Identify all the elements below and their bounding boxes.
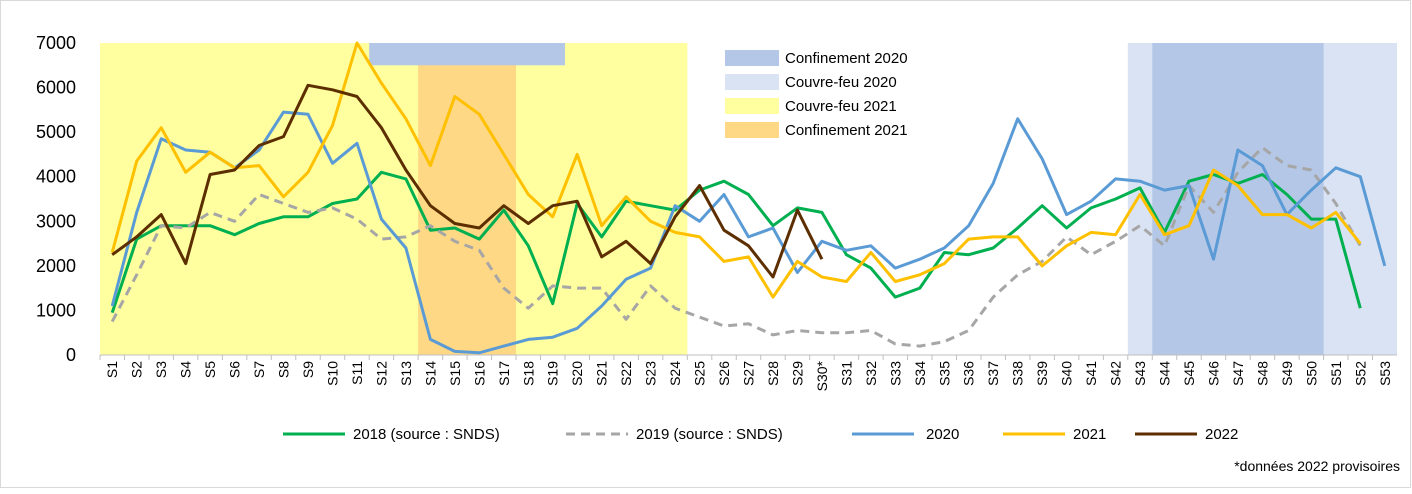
x-tick-label: S21 (594, 361, 610, 386)
x-tick-label: S50 (1303, 361, 1319, 386)
band-legend-label: Confinement 2020 (785, 50, 908, 67)
x-tick-label: S26 (716, 361, 732, 386)
band-legend-label: Couvre-feu 2021 (785, 98, 897, 115)
note: *données 2022 provisoires (1234, 458, 1400, 474)
x-tick-label: S40 (1059, 361, 1075, 386)
x-tick-label: S45 (1181, 361, 1197, 386)
y-tick-label: 7000 (36, 33, 76, 53)
band-legend-swatch (725, 50, 779, 66)
y-tick-label: 1000 (36, 300, 76, 320)
x-tick-label: S20 (569, 361, 585, 386)
x-tick-label: S48 (1254, 361, 1270, 386)
x-tick-label: S43 (1132, 361, 1148, 386)
band-legend-swatch (725, 122, 779, 138)
x-tick-label: S42 (1108, 361, 1124, 386)
x-tick-label: S25 (692, 361, 708, 386)
x-tick-label: S1 (104, 361, 120, 378)
x-tick-label: S31 (838, 361, 854, 386)
x-tick-label: S22 (618, 361, 634, 386)
series-line (110, 41, 1362, 299)
x-tick-label: S37 (985, 361, 1001, 386)
x-tick-label: S15 (447, 361, 463, 386)
x-tick-label: S28 (765, 361, 781, 386)
x-tick-label: S12 (373, 361, 389, 386)
band-legend-swatch (725, 98, 779, 114)
x-tick-label: S5 (202, 361, 218, 378)
series-line (111, 83, 824, 279)
period-band (1152, 43, 1324, 355)
series-line (110, 110, 1387, 355)
legend-label: 2018 (source : SNDS) (353, 426, 500, 443)
legend-label: 2021 (1073, 426, 1106, 443)
x-tick-label: S18 (520, 361, 536, 386)
legend-label: 2020 (926, 426, 959, 443)
x-tick-label: S23 (643, 361, 659, 386)
band-legend-swatch (725, 74, 779, 90)
x-tick-label: S8 (276, 361, 292, 378)
x-tick-label: S9 (300, 361, 316, 378)
x-tick-label: S19 (545, 361, 561, 386)
x-tick-label: S52 (1352, 361, 1368, 386)
x-tick-label: S47 (1230, 361, 1246, 386)
x-tick-label: S2 (129, 361, 145, 378)
x-tick-label: S41 (1083, 361, 1099, 386)
x-tick-label: S34 (912, 361, 928, 386)
y-tick-label: 4000 (36, 167, 76, 187)
legend-label: 2019 (source : SNDS) (636, 426, 783, 443)
period-band (100, 43, 688, 355)
x-tick-label: S44 (1157, 361, 1173, 386)
x-tick-label: S32 (863, 361, 879, 386)
x-tick-label: S14 (422, 361, 438, 386)
x-tick-label: S35 (936, 361, 952, 386)
x-tick-label: S16 (471, 361, 487, 386)
x-tick-label: S29 (789, 361, 805, 386)
x-tick-label: S51 (1328, 361, 1344, 386)
x-tick-label: S33 (887, 361, 903, 386)
x-tick-label: S10 (324, 361, 340, 386)
x-tick-label: S27 (741, 361, 757, 386)
legend-label: 2022 (1205, 426, 1238, 443)
x-tick-label: S30* (814, 360, 830, 391)
y-tick-label: 6000 (36, 78, 76, 98)
y-tick-label: 3000 (36, 211, 76, 231)
x-tick-label: S36 (961, 361, 977, 386)
series-line (110, 146, 1362, 348)
x-tick-label: S24 (667, 361, 683, 386)
x-tick-label: S49 (1279, 361, 1295, 386)
x-tick-label: S39 (1034, 361, 1050, 386)
x-tick-label: S7 (251, 361, 267, 378)
band-legend-label: Confinement 2021 (785, 122, 908, 139)
x-tick-label: S3 (153, 361, 169, 378)
y-tick-label: 2000 (36, 256, 76, 276)
y-tick-label: 0 (66, 345, 76, 365)
x-tick-label: S46 (1205, 361, 1221, 386)
x-tick-label: S11 (349, 361, 365, 385)
x-tick-label: S38 (1010, 361, 1026, 386)
period-band (369, 43, 565, 66)
x-tick-label: S4 (178, 361, 194, 378)
x-tick-label: S17 (496, 361, 512, 386)
x-tick-label: S6 (227, 361, 243, 378)
x-tick-label: S13 (398, 361, 414, 386)
band-legend-label: Couvre-feu 2020 (785, 74, 897, 91)
x-tick-label: S53 (1377, 361, 1393, 386)
y-tick-label: 5000 (36, 122, 76, 142)
period-band (418, 43, 517, 355)
